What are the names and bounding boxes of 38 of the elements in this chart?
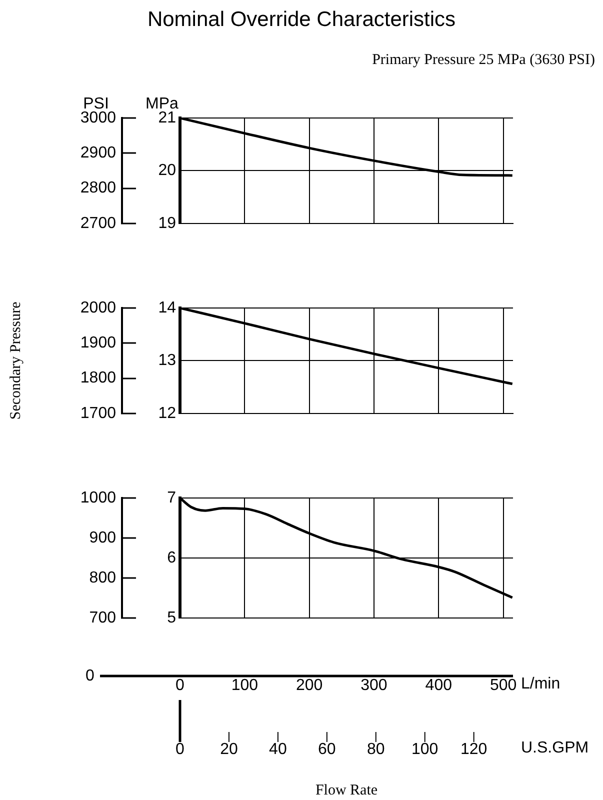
y2-tick-label: 700 xyxy=(89,609,116,626)
y2-tick-label: 2900 xyxy=(80,144,116,162)
x-tick-label: 500 xyxy=(490,677,517,694)
y2-axis-title: Secondary Pressure xyxy=(8,301,24,420)
x-tick-label: 400 xyxy=(425,677,452,694)
y-tick-label: 6 xyxy=(167,549,176,566)
x2-tick-label: 0 xyxy=(176,741,185,758)
x-tick-label: 0 xyxy=(176,677,185,694)
x-axis-title: Flow Rate xyxy=(315,782,378,798)
x2-tick-label: 120 xyxy=(460,741,488,758)
y2-tick-label: 1000 xyxy=(80,489,116,506)
chart-title: Nominal Override Characteristics xyxy=(146,8,457,32)
y2-tick-label: 900 xyxy=(89,529,116,546)
x2-tick-label: 80 xyxy=(366,741,385,758)
y2-tick-label: 800 xyxy=(89,569,116,586)
x2-tick-label: 20 xyxy=(220,741,238,758)
y-tick-label: 19 xyxy=(158,214,176,232)
chart-subtitle: Primary Pressure 25 MPa (3630 PSI) xyxy=(372,52,595,69)
y-tick-label: 13 xyxy=(158,352,176,370)
y2-tick-label: 2700 xyxy=(80,214,116,232)
y-tick-label: 7 xyxy=(167,489,176,506)
x2-tick-label: 40 xyxy=(269,741,287,758)
y-tick-label: 5 xyxy=(167,609,176,626)
x-tick-label: 300 xyxy=(360,677,388,694)
text: L/min xyxy=(521,675,560,692)
x2-tick-label: 100 xyxy=(412,741,438,758)
y2-tick-label: 1800 xyxy=(80,370,116,387)
y-tick-label: 12 xyxy=(158,404,176,422)
x-tick-label: 100 xyxy=(231,677,258,694)
x2-tick-label: 60 xyxy=(318,741,336,758)
x-tick-label: 200 xyxy=(296,677,323,694)
y2-tick-label: 1900 xyxy=(80,334,116,352)
y2-tick-label: 2800 xyxy=(80,180,116,197)
y2-tick-label: 2000 xyxy=(80,299,116,316)
y-tick-label: 14 xyxy=(158,299,176,316)
x2-axis-title: U.S.GPM xyxy=(521,739,589,756)
y2-tick-label: 1700 xyxy=(80,404,116,422)
y-tick-label: 20 xyxy=(158,162,176,180)
